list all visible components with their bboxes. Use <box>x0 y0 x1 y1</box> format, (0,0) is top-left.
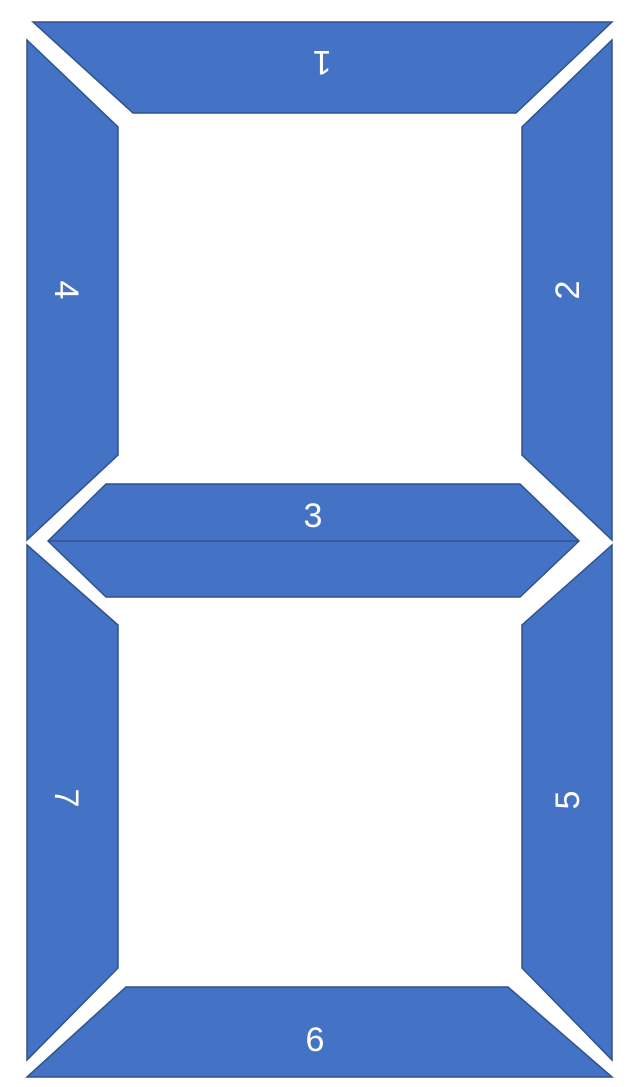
segment-2-label: 2 <box>549 281 587 300</box>
segment-5 <box>521 543 613 1062</box>
segment-4-label: 4 <box>47 281 85 300</box>
segment-2 <box>521 38 613 542</box>
segment-7-label: 7 <box>47 789 85 808</box>
segment-1 <box>31 21 614 114</box>
segment-7 <box>26 543 119 1062</box>
segment-3-label: 3 <box>304 497 323 535</box>
segment-6-label: 6 <box>306 1021 325 1059</box>
segment-6 <box>25 986 615 1078</box>
segment-5-label: 5 <box>549 791 587 810</box>
segment-4 <box>26 38 119 542</box>
segment-1-label: 1 <box>313 43 332 81</box>
